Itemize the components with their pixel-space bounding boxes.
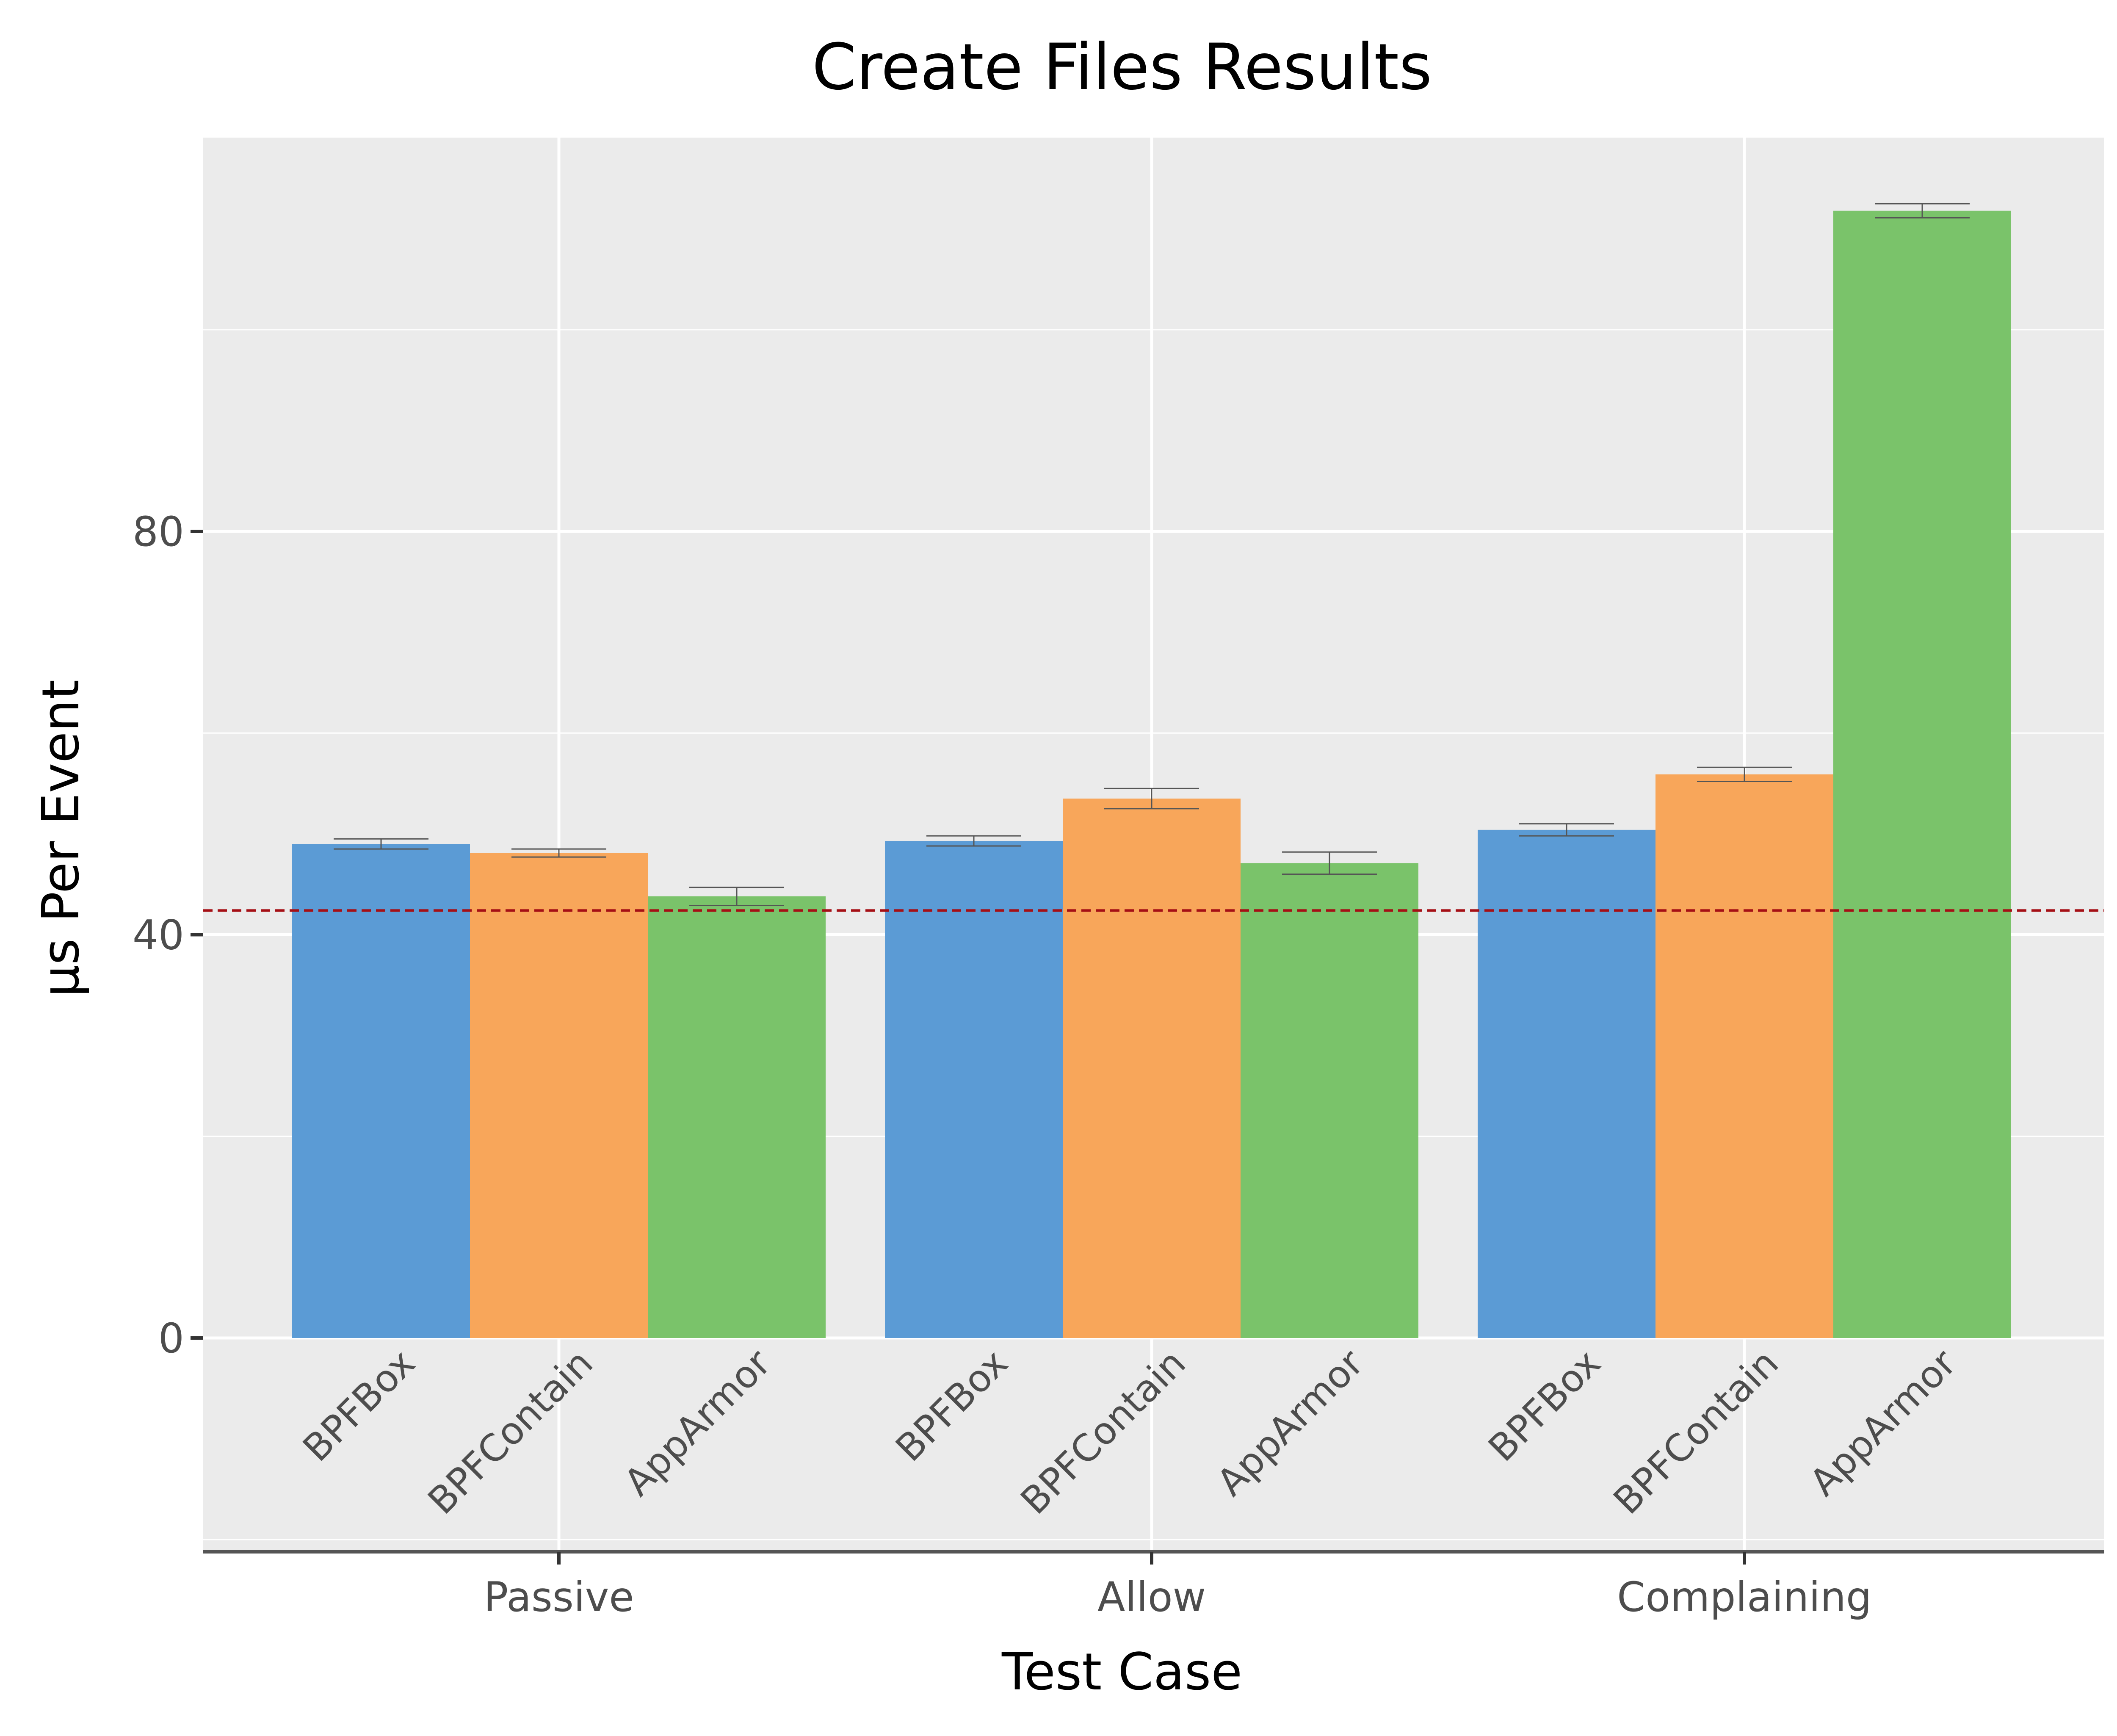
bars	[292, 210, 2011, 1338]
y-tick-label: 0	[158, 1315, 184, 1362]
bar	[648, 896, 826, 1338]
x-tick-label: Allow	[1097, 1573, 1206, 1621]
x-tick-label: Passive	[484, 1573, 634, 1621]
bar	[1241, 863, 1418, 1338]
x-axis-title: Test Case	[1001, 1643, 1242, 1702]
y-axis-title: µs Per Event	[32, 680, 91, 997]
chart-title: Create Files Results	[812, 30, 1432, 104]
y-tick-label: 40	[133, 912, 184, 959]
bar	[1063, 799, 1241, 1338]
x-axis-ticks: Passive Allow Complaining	[484, 1552, 1872, 1621]
bar	[885, 841, 1063, 1338]
y-axis-ticks: 0 40 80	[133, 508, 203, 1362]
bar	[292, 844, 470, 1338]
y-tick-label: 80	[133, 508, 184, 556]
bar	[1655, 774, 1833, 1338]
bar	[1833, 210, 2011, 1338]
bar	[470, 853, 648, 1338]
x-tick-label: Complaining	[1617, 1573, 1872, 1621]
bar	[1478, 829, 1655, 1338]
error-bars	[334, 203, 1970, 906]
